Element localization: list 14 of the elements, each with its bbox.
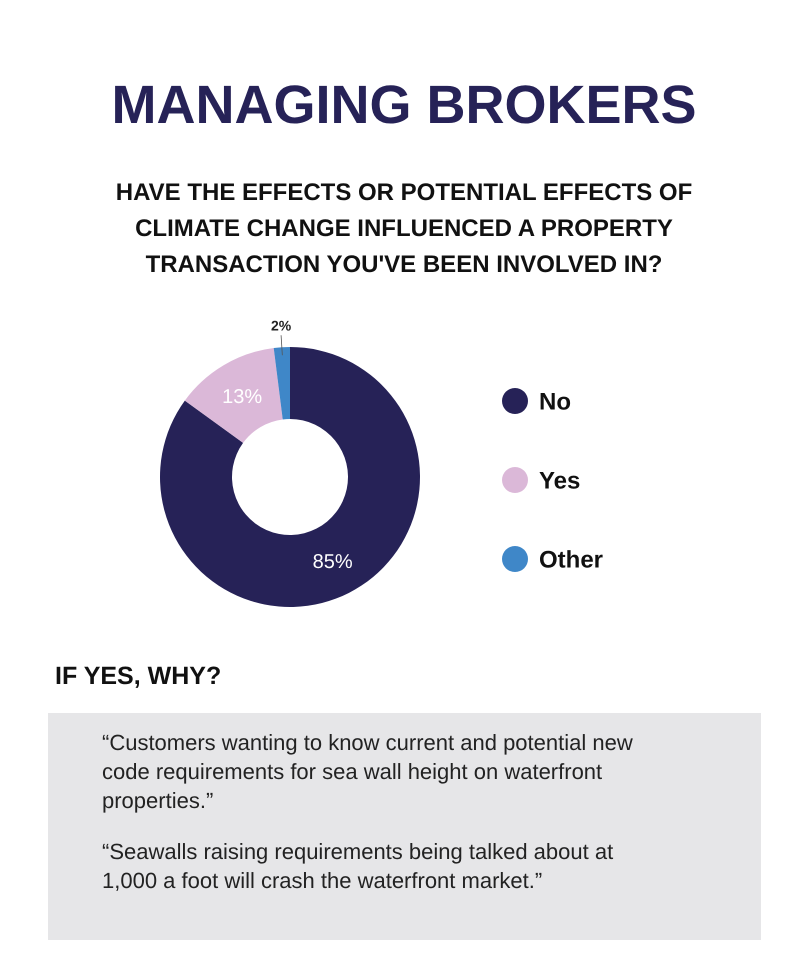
legend-label: No (539, 388, 571, 416)
chart-subtitle: HAVE THE EFFECTS OR POTENTIAL EFFECTS OF CLIMATE CHANGE INFLUENCED A PROPERTY TRANSACTION YOU'VE BEEN INVOLVED IN? (116, 179, 692, 278)
legend-label: Yes (539, 467, 580, 494)
donut-slice (160, 347, 420, 607)
donut-slice (274, 347, 290, 420)
legend-label: Other (539, 546, 604, 574)
data-label: 13% (222, 386, 262, 408)
donut-slice (184, 348, 283, 443)
chart-title: MANAGING BROKERS (111, 75, 697, 135)
text: IF YES, WHY? (55, 662, 222, 690)
text: “Seawalls raising requirements being talked about at 1,000 a foot will crash the waterfront market.” (102, 839, 614, 893)
data-label: 85% (312, 550, 353, 573)
text: “Customers wanting to know current and potential new code requirements for sea wall height on waterfront properties.” (102, 730, 633, 813)
data-label: 2% (270, 317, 292, 334)
